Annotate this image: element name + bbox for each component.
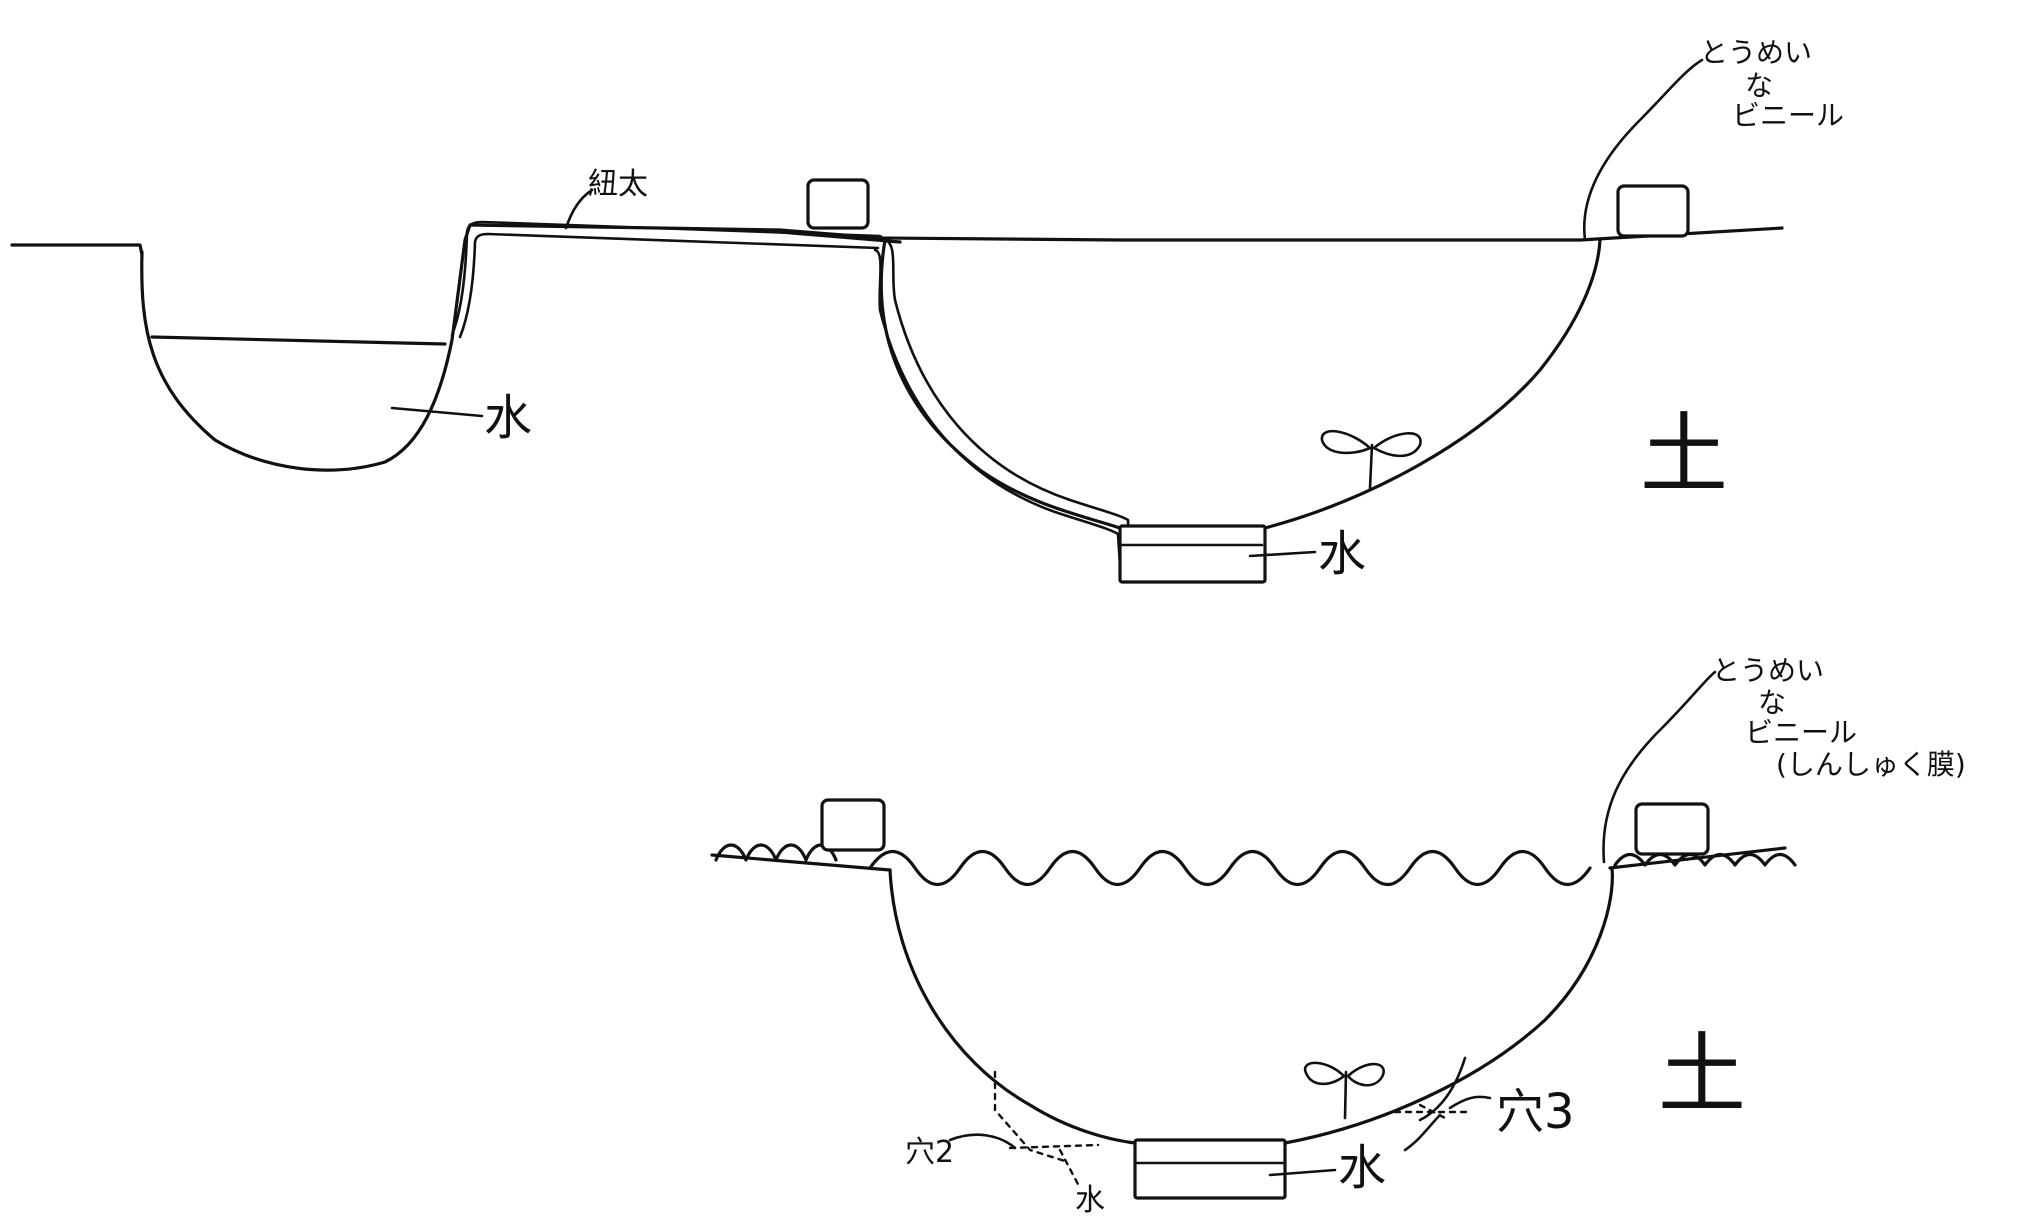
top-wick-lower: [458, 232, 880, 339]
top-weight-left: [806, 178, 870, 230]
bottom-container-water-leader: [1268, 1168, 1337, 1177]
bottom-diagram: 土 穴2 穴3 水 水 とうめい な ビニール (しんしゅく膜): [710, 654, 1966, 1218]
top-pond-water-surface: [150, 335, 447, 346]
top-ground-line-left: [10, 243, 144, 257]
top-bowl-outline: [879, 238, 1122, 530]
top-pond-water-label: 水: [484, 390, 532, 446]
top-wick-upper: [450, 220, 887, 337]
bottom-water-container: [1133, 1138, 1287, 1200]
bottom-soil-label: 土: [1658, 1023, 1746, 1126]
top-weight-right: [1616, 184, 1690, 238]
top-wick-leader: [564, 188, 594, 230]
bottom-weight-right: [1634, 802, 1710, 856]
top-pond-outline: [140, 223, 472, 472]
bottom-hole3-leader: [1448, 1095, 1492, 1110]
top-container-water-label: 水: [1318, 526, 1366, 582]
top-diagram: 紐太 水 水 土 とうめい な ビニール: [10, 36, 1844, 584]
bottom-plastic-label-line2: な: [1758, 686, 1786, 719]
top-plastic-left-edge: [753, 228, 902, 244]
bottom-hole3-label: 穴3: [1496, 1084, 1575, 1140]
bottom-hole3-wall: [1418, 1056, 1467, 1122]
top-bowl-right-side: [1263, 238, 1602, 530]
bottom-plastic-label-line4: (しんしゅく膜): [1776, 748, 1966, 781]
bottom-plastic-leader: [1602, 670, 1717, 864]
top-seedling-icon: [1320, 429, 1422, 490]
bottom-water-label-center: 水: [1338, 1140, 1386, 1196]
bottom-hole2-dotted: [993, 1070, 1100, 1164]
top-soil-label: 土: [1640, 403, 1728, 506]
bottom-shrink-film: [714, 843, 1797, 886]
bottom-plastic-label-line3: ビニール: [1745, 716, 1857, 749]
top-pond-water-leader: [390, 406, 484, 418]
bottom-hole3-water-leader: [1403, 1113, 1442, 1152]
top-water-container: [1118, 524, 1267, 584]
top-plastic-label-line2: な: [1745, 69, 1773, 102]
top-plastic-right-leader: [1582, 58, 1704, 242]
bottom-plastic-label-line1: とうめい: [1712, 654, 1824, 687]
bottom-weight-left: [820, 798, 886, 852]
top-container-water-leader: [1248, 550, 1317, 558]
bottom-hole2-label: 穴2: [905, 1135, 954, 1170]
bottom-hole2-wall: [1058, 1148, 1082, 1190]
top-wick-label: 紐太: [588, 167, 648, 202]
bottom-bowl-right-side: [1283, 866, 1614, 1145]
bottom-water-label-left: 水: [1075, 1183, 1105, 1218]
top-wick-down-outer: [878, 236, 1132, 567]
bottom-seedling-icon: [1303, 1061, 1385, 1120]
bottom-bowl-left-side: [888, 868, 1137, 1145]
top-plastic-label-line1: とうめい: [1700, 36, 1812, 69]
top-ground-line-middle: [468, 223, 1784, 242]
bottom-hole2-leader: [948, 1133, 1017, 1150]
top-plastic-label-line3: ビニール: [1732, 99, 1844, 132]
